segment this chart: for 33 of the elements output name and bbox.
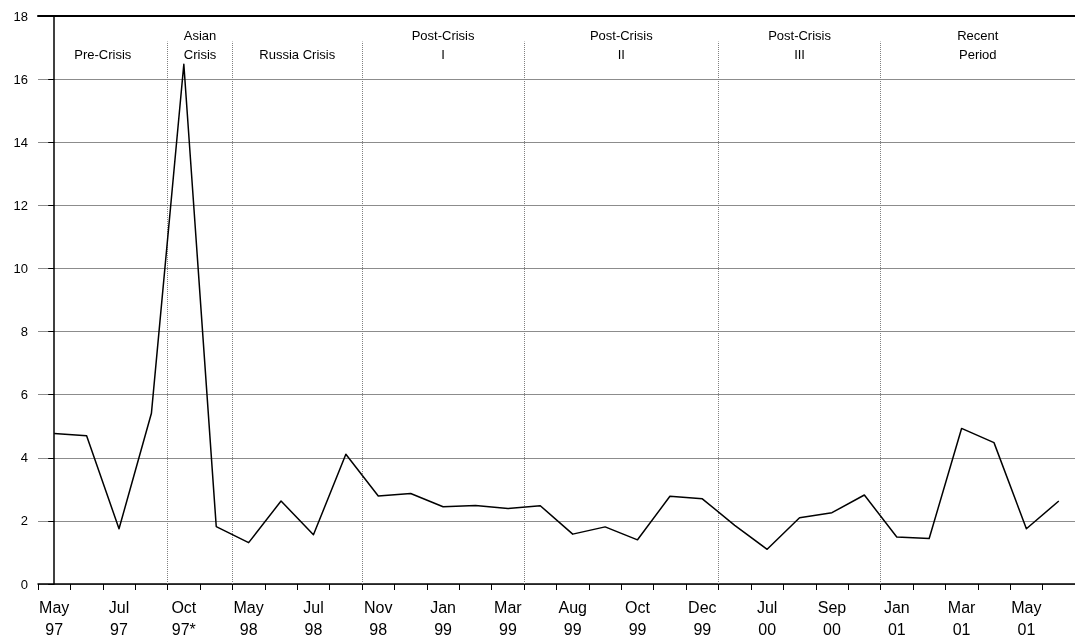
x-tick-label: Mar 01 [947, 598, 977, 638]
x-tick-label: Jul 98 [303, 598, 324, 638]
x-tick-label: Oct 99 [625, 598, 651, 638]
x-tick-label: Jul 97 [108, 598, 130, 638]
annotation: Russia Crisis [259, 47, 336, 62]
annotation: Post-Crisis I [411, 28, 475, 62]
y-tick-label: 6 [20, 387, 28, 403]
y-tick-label: 14 [13, 134, 28, 150]
annotation: Post-Crisis II [589, 28, 654, 62]
y-tick-label: 2 [20, 513, 28, 529]
x-tick-label: May 98 [233, 598, 264, 638]
y-tick-label: 4 [20, 450, 28, 466]
y-tick-label: 18 [13, 8, 28, 24]
x-tick-label: Jan 01 [883, 598, 910, 638]
y-tick-label: 8 [20, 324, 28, 340]
x-tick-label: Jul 00 [756, 598, 778, 638]
x-tick-label: May 97 [39, 598, 70, 638]
annotation: Pre-Crisis [74, 47, 132, 62]
annotation: Post-Crisis III [768, 28, 832, 62]
x-tick-label: Aug 99 [558, 598, 587, 638]
annotation: Recent Period [957, 28, 999, 62]
y-tick-label: 0 [20, 576, 28, 592]
x-tick-label: Jan 99 [430, 598, 456, 638]
annotation: Asian Crisis [183, 28, 217, 62]
x-tick-label: Nov 98 [364, 598, 393, 638]
x-tick-label: Mar 99 [494, 598, 523, 638]
x-tick-label: Oct 97* [171, 598, 197, 638]
x-tick-label: May 01 [1011, 598, 1042, 638]
y-tick-label: 10 [13, 260, 28, 276]
x-tick-label: Dec 99 [688, 598, 717, 638]
y-tick-label: 16 [13, 71, 28, 87]
x-tick-label: Sep 00 [817, 598, 847, 638]
y-tick-label: 12 [13, 197, 28, 213]
